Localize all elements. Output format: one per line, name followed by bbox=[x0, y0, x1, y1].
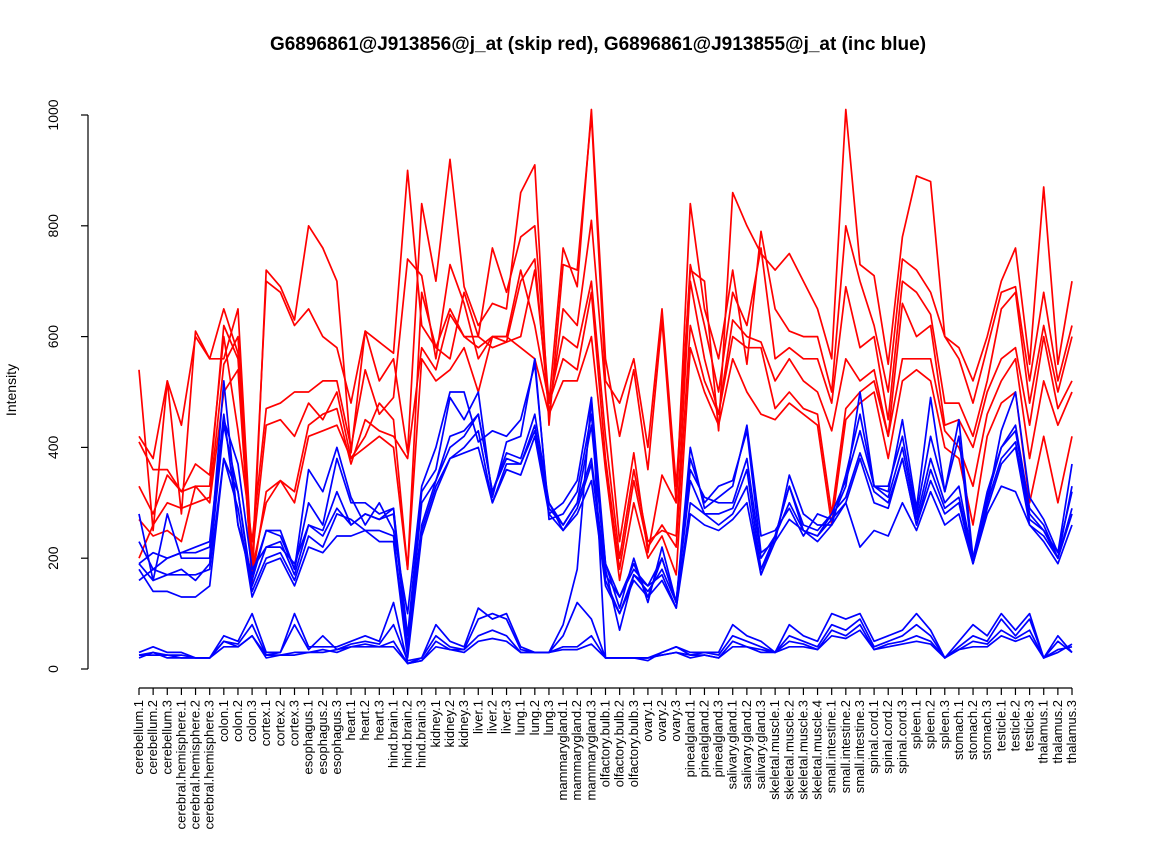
x-tick-label: small.intestine.3 bbox=[852, 700, 867, 793]
series-line-blue-16 bbox=[139, 629, 1073, 665]
x-tick-label: ovary.3 bbox=[668, 700, 683, 742]
x-tick-label: stomach.3 bbox=[979, 700, 994, 760]
x-tick-label: hind.brain.1 bbox=[385, 700, 400, 768]
x-tick-label: kidney.1 bbox=[428, 700, 443, 747]
x-tick-label: spleen.1 bbox=[909, 700, 924, 749]
series-line-blue-12 bbox=[138, 435, 1073, 659]
x-tick-label: olfactory.bulb.3 bbox=[626, 700, 641, 787]
x-tick-label: skeletal.muscle.4 bbox=[810, 700, 825, 800]
x-tick-label: ovary.1 bbox=[640, 700, 655, 742]
x-tick-label: pinealgland.2 bbox=[696, 700, 711, 777]
x-tick-label: cerebral.hemisphere.1 bbox=[173, 700, 188, 829]
x-tick-label: cerebellum.1 bbox=[131, 700, 146, 774]
x-tick-label: heart.3 bbox=[371, 700, 386, 740]
x-tick-label: testicle.2 bbox=[1007, 700, 1022, 751]
x-axis: cerebellum.1 cerebellum.2 cerebellum.3 cere… bbox=[131, 687, 1079, 829]
x-tick-label: cortex.2 bbox=[272, 700, 287, 746]
x-tick-label: spinal.cord.2 bbox=[880, 700, 895, 774]
x-tick-label: small.intestine.1 bbox=[824, 700, 839, 793]
x-tick-label: esophagus.1 bbox=[301, 700, 316, 774]
x-tick-label: lung.3 bbox=[541, 700, 556, 735]
x-tick-label: testicle.3 bbox=[1022, 700, 1037, 751]
x-tick-label: olfactory.bulb.1 bbox=[598, 700, 613, 787]
x-tick-label: kidney.2 bbox=[442, 700, 457, 747]
x-tick-label: cerebellum.2 bbox=[145, 700, 160, 774]
y-axis-label: Intensity bbox=[3, 364, 19, 416]
x-tick-label: cerebral.hemisphere.3 bbox=[202, 700, 217, 829]
x-tick-label: colon.1 bbox=[216, 700, 231, 742]
x-tick-label: heart.2 bbox=[357, 700, 372, 740]
series-line-red-4 bbox=[138, 269, 1073, 571]
x-tick-label: lung.2 bbox=[527, 700, 542, 735]
y-tick-label: 0 bbox=[45, 665, 61, 673]
x-tick-label: spleen.2 bbox=[923, 700, 938, 749]
x-tick-label: olfactory.bulb.2 bbox=[612, 700, 627, 787]
x-tick-label: hind.brain.3 bbox=[414, 700, 429, 768]
x-tick-label: kidney.3 bbox=[456, 700, 471, 747]
series-line-red-3 bbox=[138, 219, 1073, 554]
x-tick-label: liver.2 bbox=[484, 700, 499, 734]
x-tick-label: pinealgland.3 bbox=[711, 700, 726, 777]
x-tick-label: mammarygland.3 bbox=[583, 700, 598, 800]
series-line-red-2 bbox=[138, 108, 1073, 565]
x-tick-label: skeletal.muscle.3 bbox=[795, 700, 810, 800]
x-tick-label: spinal.cord.1 bbox=[866, 700, 881, 774]
x-tick-label: hind.brain.2 bbox=[400, 700, 415, 768]
x-tick-label: liver.3 bbox=[499, 700, 514, 734]
x-tick-label: colon.2 bbox=[230, 700, 245, 742]
series-line-red-1 bbox=[138, 108, 1073, 587]
y-tick-label: 1000 bbox=[45, 99, 61, 130]
x-tick-label: salivary.gland.1 bbox=[725, 700, 740, 789]
x-tick-label: stomach.1 bbox=[951, 700, 966, 760]
x-tick-label: ovary.2 bbox=[654, 700, 669, 742]
x-tick-label: thalamus.1 bbox=[1036, 700, 1051, 764]
y-tick-label: 600 bbox=[45, 325, 61, 349]
x-tick-label: skeletal.muscle.1 bbox=[767, 700, 782, 800]
x-tick-label: colon.3 bbox=[244, 700, 259, 742]
y-tick-label: 200 bbox=[45, 546, 61, 570]
x-tick-label: thalamus.3 bbox=[1064, 700, 1079, 764]
x-tick-label: esophagus.3 bbox=[329, 700, 344, 774]
x-tick-label: mammarygland.2 bbox=[569, 700, 584, 800]
x-tick-label: salivary.gland.2 bbox=[739, 700, 754, 789]
x-tick-label: cortex.3 bbox=[287, 700, 302, 746]
series-line-red-5 bbox=[138, 269, 1073, 571]
x-tick-label: cerebral.hemisphere.2 bbox=[188, 700, 203, 829]
x-tick-label: mammarygland.1 bbox=[555, 700, 570, 800]
x-tick-label: lung.1 bbox=[513, 700, 528, 735]
series-layer bbox=[138, 108, 1073, 665]
x-tick-label: cortex.1 bbox=[258, 700, 273, 746]
x-tick-label: skeletal.muscle.2 bbox=[781, 700, 796, 800]
x-tick-label: testicle.1 bbox=[993, 700, 1008, 751]
y-axis: 0 200 400 600 800 1000 bbox=[45, 99, 89, 673]
x-tick-label: thalamus.2 bbox=[1050, 700, 1065, 764]
series-line-red-6 bbox=[138, 335, 1073, 582]
x-tick-label: spinal.cord.3 bbox=[894, 700, 909, 774]
x-tick-label: small.intestine.2 bbox=[838, 700, 853, 793]
y-tick-label: 800 bbox=[45, 214, 61, 238]
x-tick-label: salivary.gland.3 bbox=[753, 700, 768, 789]
x-tick-label: spleen.3 bbox=[937, 700, 952, 749]
chart-title: G6896861@J913856@j_at (skip red), G68968… bbox=[270, 34, 926, 55]
x-tick-label: cerebellum.3 bbox=[159, 700, 174, 774]
x-tick-label: pinealgland.1 bbox=[682, 700, 697, 777]
y-tick-label: 400 bbox=[45, 436, 61, 460]
x-tick-label: esophagus.2 bbox=[315, 700, 330, 774]
x-tick-label: liver.1 bbox=[470, 700, 485, 734]
x-tick-label: heart.1 bbox=[343, 700, 358, 740]
x-tick-label: stomach.2 bbox=[965, 700, 980, 760]
